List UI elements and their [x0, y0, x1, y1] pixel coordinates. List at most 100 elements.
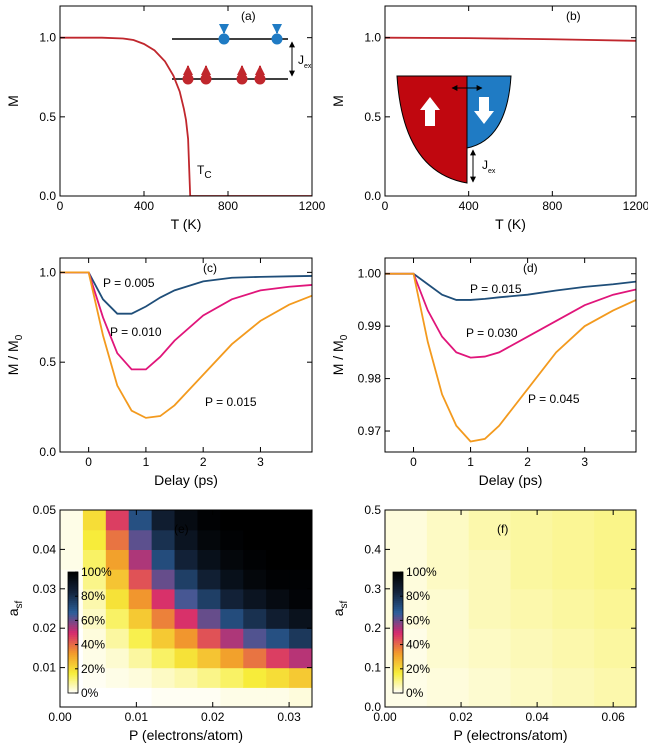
heat-cell [266, 549, 290, 570]
heat-cell [151, 608, 176, 629]
colorbar-segment [68, 686, 78, 690]
minority-spins [218, 24, 283, 45]
colorbar-segment [68, 680, 78, 684]
heat-cell [594, 510, 636, 550]
colorbar-segment [393, 664, 403, 668]
colorbar-tick-label: 100% [81, 565, 112, 579]
colorbar-segment [68, 620, 78, 623]
heat-cell [243, 647, 267, 669]
x-tick-label: 0.06 [602, 710, 626, 724]
colorbar-segment [393, 654, 403, 658]
heat-cell [220, 687, 244, 707]
heat-cell [105, 588, 130, 610]
colorbar-segment [393, 606, 403, 609]
axes-frame [384, 5, 637, 197]
heat-cell [82, 588, 107, 610]
heat-cell [105, 647, 130, 669]
colorbar-segment [393, 634, 403, 638]
heat-cell [151, 510, 176, 531]
annotation: (a) [241, 9, 256, 23]
x-axis-label: P (electrons/atom) [453, 727, 567, 743]
heat-cell [197, 549, 221, 570]
y-tick-label: 0.04 [33, 542, 57, 556]
heat-cell [82, 569, 107, 590]
heat-cell [82, 608, 107, 629]
colorbar-segment [393, 652, 403, 656]
series-label: P = 0.005 [103, 276, 155, 290]
data-line [385, 272, 636, 443]
heat-cell [151, 667, 176, 688]
heat-cell [60, 529, 84, 550]
colorbar-segment [68, 572, 78, 575]
heat-cell [266, 588, 290, 610]
colorbar-tick-label: 80% [406, 589, 430, 603]
heat-cell [105, 510, 130, 531]
heat-cell [266, 647, 290, 669]
y-tick-label: 0.97 [358, 424, 382, 438]
colorbar-segment [68, 654, 78, 658]
x-axis-label: Delay (ps) [479, 472, 543, 488]
heat-cell [128, 588, 153, 610]
heat-cell [220, 608, 244, 629]
colorbar-segment [393, 616, 403, 619]
heat-cell [594, 588, 636, 629]
y-axis-label-sub: sf [14, 600, 25, 608]
axes-frame [384, 257, 637, 453]
y-axis-label-main: a [330, 608, 346, 616]
colorbar-segment [68, 632, 78, 636]
heat-cell [266, 687, 290, 707]
colorbar-segment [393, 682, 403, 686]
heat-cell [151, 628, 176, 649]
heat-cell [426, 549, 470, 590]
colorbar-segment [68, 676, 78, 680]
heat-cell [243, 510, 267, 531]
heat-cell [174, 569, 199, 590]
colorbar-segment [393, 604, 403, 607]
x-tick-label: 1200 [299, 199, 326, 213]
colorbar-segment [68, 626, 78, 629]
colorbar-tick-label: 100% [406, 565, 437, 579]
y-tick-label: 0.0 [39, 189, 56, 203]
colorbar-segment [393, 586, 403, 589]
colorbar-tick-label: 80% [81, 589, 105, 603]
heat-cell [174, 608, 199, 629]
colorbar-segment [68, 610, 78, 613]
axes-frame [384, 509, 637, 708]
heat-cell [105, 529, 130, 550]
colorbar-segment [393, 660, 403, 664]
plot-area [60, 510, 312, 707]
colorbar-segment [68, 674, 78, 678]
heat-cell [426, 510, 470, 550]
y-tick-label: 0.5 [364, 110, 381, 124]
colorbar-segment [393, 598, 403, 601]
heat-cell [289, 588, 312, 610]
colorbar-segment [393, 688, 403, 692]
colorbar-segment [68, 644, 78, 648]
plot-area [60, 271, 312, 419]
heat-cell [60, 549, 84, 570]
heat-cell [128, 647, 153, 669]
x-tick-label: 3 [581, 455, 588, 469]
heat-cell [289, 667, 312, 688]
colorbar-segment [393, 584, 403, 587]
heat-cell [468, 588, 512, 629]
heat-cell [468, 667, 512, 707]
heat-cell [151, 569, 176, 590]
colorbar-segment [393, 690, 403, 694]
heat-cell [552, 588, 595, 629]
x-tick-label: 0.00 [373, 710, 397, 724]
y-tick-label: 0.0 [364, 700, 381, 714]
colorbar-tick-label: 0% [81, 686, 99, 700]
x-tick-label: 0 [410, 455, 417, 469]
colorbar-tick-label: 20% [81, 662, 105, 676]
heat-cell [468, 510, 512, 550]
heat-cell [174, 647, 199, 669]
heat-cell [266, 569, 290, 590]
colorbar-segment [68, 636, 78, 640]
colorbar-segment [68, 628, 78, 631]
heat-cell [266, 529, 290, 550]
majority-spins [182, 65, 266, 85]
y-tick-label: 1.0 [39, 265, 56, 279]
colorbar-segment [393, 628, 403, 631]
colorbar-segment [68, 638, 78, 642]
